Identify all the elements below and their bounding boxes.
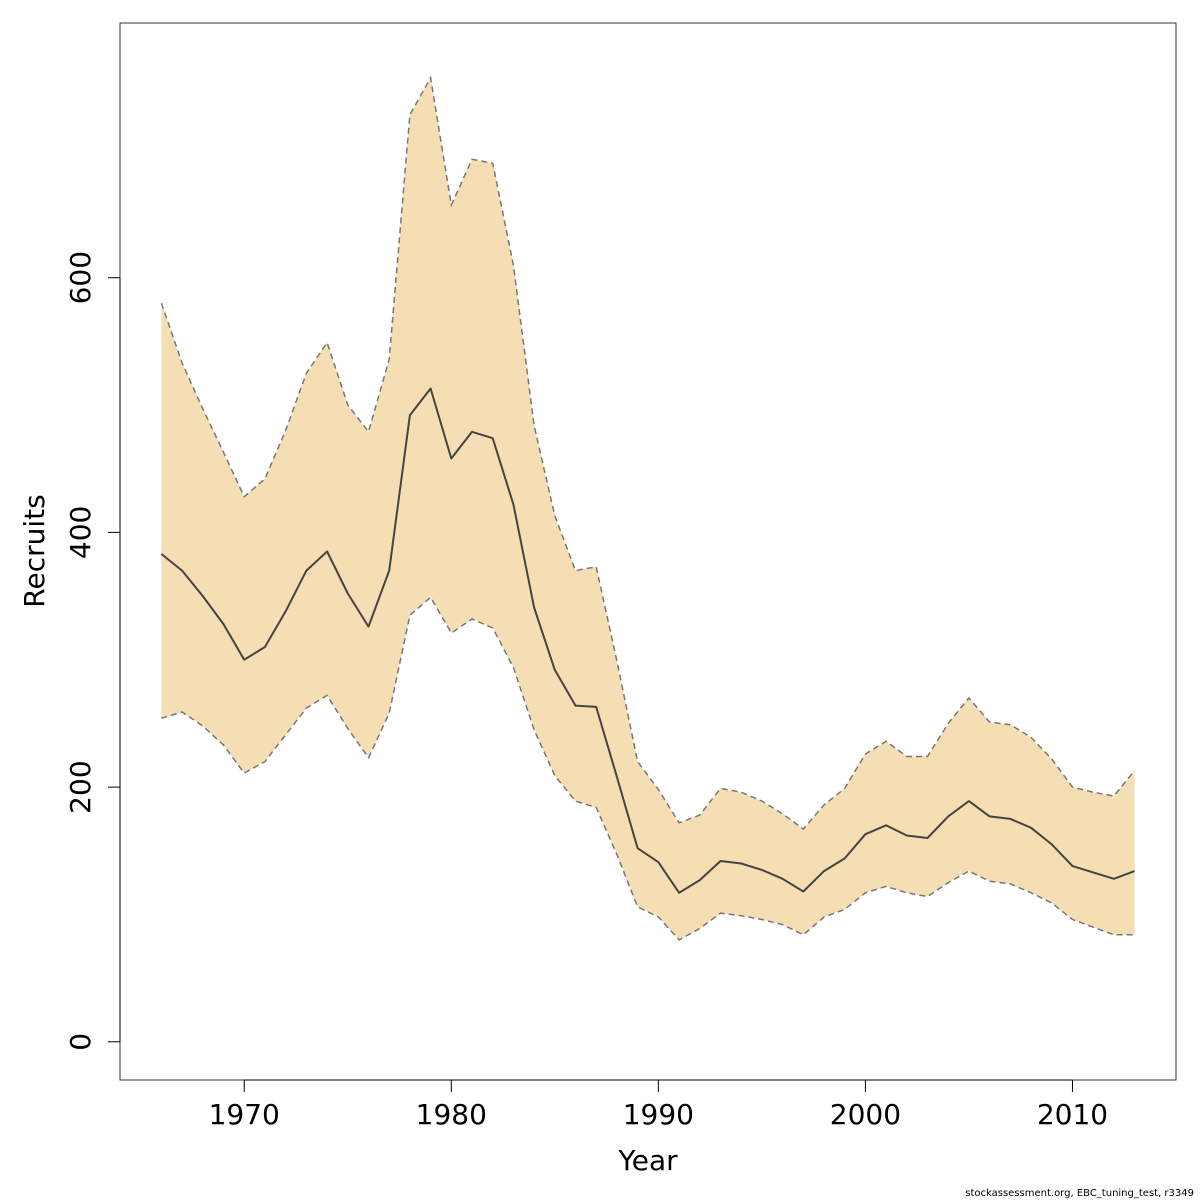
y-tick-label: 600 (64, 251, 97, 304)
y-tick-label: 0 (64, 1033, 97, 1051)
upper-bound-line (160, 75, 1136, 831)
confidence-band-layer (160, 75, 1136, 941)
x-tick-label: 2010 (1037, 1098, 1108, 1131)
y-tick-label: 400 (64, 506, 97, 559)
x-tick-label: 1990 (623, 1098, 694, 1131)
x-tick-label: 1980 (416, 1098, 487, 1131)
estimate-line (160, 387, 1135, 894)
credit-note: stockassessment.org, EBC_tuning_test, r3… (965, 1188, 1194, 1199)
y-axis: 0 200 400 600 (64, 251, 121, 1051)
lower-bound-line (161, 596, 1135, 941)
y-tick-label: 200 (64, 760, 97, 813)
x-tick-label: 2000 (830, 1098, 901, 1131)
x-axis-title: Year (617, 1144, 678, 1177)
y-axis-title: Recruits (18, 494, 51, 607)
x-tick-label: 1970 (209, 1098, 280, 1131)
x-axis: 1970 1980 1990 2000 2010 (209, 1079, 1108, 1131)
confidence-band (161, 77, 1135, 940)
estimate-line-layer (160, 387, 1135, 894)
